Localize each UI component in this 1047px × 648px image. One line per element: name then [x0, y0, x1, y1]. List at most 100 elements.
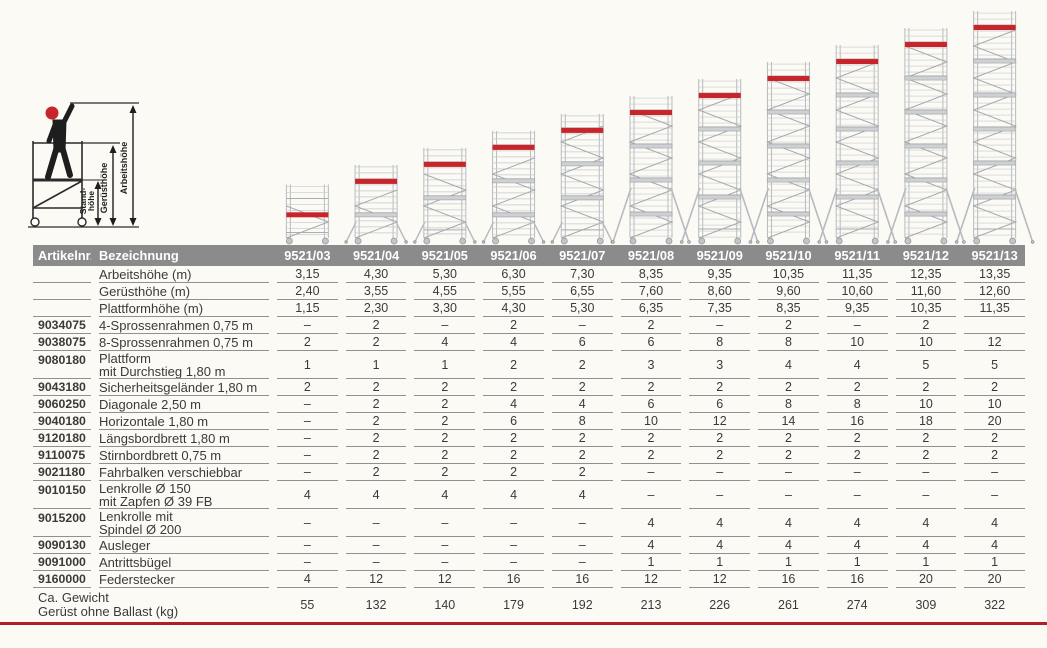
value-cell: 12,35: [895, 266, 957, 283]
value-cell: 1: [758, 554, 819, 571]
value-cell: 2: [551, 430, 613, 447]
col-header-model: 9521/03: [284, 248, 331, 263]
value-cell: –: [483, 554, 544, 571]
value-cell: 11,35: [826, 266, 888, 283]
value-cell: –: [345, 509, 407, 537]
value-cell: 14: [758, 413, 819, 430]
value-cell: 7,30: [551, 266, 613, 283]
value-cell: –: [277, 447, 338, 464]
value-cell: 2: [414, 379, 476, 396]
weight-value: 132: [365, 598, 387, 612]
value-cell: 2: [414, 396, 476, 413]
bezeichnung-cell: Plattform mit Durchstieg 1,80 m: [99, 351, 269, 379]
value-cell: 2: [964, 430, 1025, 447]
value-cell: –: [277, 413, 338, 430]
value-cell: [964, 317, 1025, 334]
value-cell: 3,15: [277, 266, 338, 283]
value-cell: 12: [414, 571, 476, 588]
scaffold-tower-illustration: [413, 147, 477, 245]
artikelnr-cell: 9120180: [33, 430, 91, 447]
value-cell: –: [620, 481, 682, 509]
col-header-artikelnr: Artikelnr.: [38, 248, 91, 263]
value-cell: 4: [826, 351, 888, 379]
value-cell: 1: [689, 554, 751, 571]
value-cell: 10: [826, 334, 888, 351]
value-cell: 10: [964, 396, 1025, 413]
value-cell: –: [826, 317, 888, 334]
value-cell: 20: [964, 413, 1025, 430]
geruesthoehe-label: Gerüsthöhe: [99, 163, 109, 214]
value-cell: –: [414, 317, 476, 334]
bezeichnung-cell: Plattformhöhe (m): [99, 300, 269, 317]
value-cell: –: [620, 464, 682, 481]
scaffold-tower-illustration: [550, 113, 614, 245]
value-cell: 1: [964, 554, 1025, 571]
value-cell: 16: [551, 571, 613, 588]
value-cell: 2: [620, 430, 682, 447]
value-cell: 8,60: [689, 283, 751, 300]
value-cell: 2: [483, 351, 544, 379]
value-cell: 12: [620, 571, 682, 588]
value-cell: –: [895, 481, 957, 509]
value-cell: 2: [345, 334, 407, 351]
value-cell: 2: [414, 430, 476, 447]
value-cell: 2: [826, 430, 888, 447]
value-cell: 2: [414, 464, 476, 481]
artikelnr-cell: [33, 266, 91, 283]
bezeichnung-cell: Sicherheitsgeländer 1,80 m: [99, 379, 269, 396]
value-cell: 3: [620, 351, 682, 379]
value-cell: 2,40: [277, 283, 338, 300]
arbeitshoehe-label: Arbeitshöhe: [119, 142, 129, 195]
table-row: 9120180 Längsbordbrett 1,80 m –2 2 2 2 2 2 2 2 2 2: [33, 430, 1025, 447]
value-cell: 2: [758, 317, 819, 334]
value-cell: 6: [620, 396, 682, 413]
bezeichnung-cell: 4-Sprossenrahmen 0,75 m: [99, 317, 269, 334]
artikelnr-cell: 9043180: [33, 379, 91, 396]
value-cell: 11,35: [964, 300, 1025, 317]
table-row: 9010150 Lenkrolle Ø 150 mit Zapfen Ø 39 FB…: [33, 481, 1025, 509]
bezeichnung-cell: Fahrbalken verschiebbar: [99, 464, 269, 481]
bezeichnung-cell: Lenkrolle mit Spindel Ø 200: [99, 509, 269, 537]
value-cell: 9,35: [689, 266, 751, 283]
value-cell: –: [277, 509, 338, 537]
table-row: 9034075 4-Sprossenrahmen 0,75 m –2–2–2–2–2: [33, 317, 1025, 334]
value-cell: 8: [758, 334, 819, 351]
scaffold-tower-illustration: [481, 130, 546, 245]
value-cell: –: [689, 481, 751, 509]
value-cell: 2: [551, 379, 613, 396]
value-cell: 2: [414, 413, 476, 430]
value-cell: 2: [483, 464, 544, 481]
value-cell: 2: [964, 447, 1025, 464]
value-cell: 4: [826, 537, 888, 554]
artikelnr-cell: 9015200: [33, 509, 91, 537]
value-cell: 1: [345, 351, 407, 379]
value-cell: 9,35: [826, 300, 888, 317]
col-header-model: 9521/07: [559, 248, 606, 263]
value-cell: 6: [689, 396, 751, 413]
scaffold-tower-illustration: [679, 79, 760, 245]
col-header-bezeichnung: Bezeichnung: [99, 248, 179, 263]
artikelnr-cell: 9080180: [33, 351, 91, 379]
value-cell: 4: [826, 509, 888, 537]
value-cell: –: [483, 509, 544, 537]
value-cell: 2: [345, 379, 407, 396]
value-cell: 6,55: [551, 283, 613, 300]
table-row: 9021180 Fahrbalken verschiebbar –2 2 2 2– – – – –…: [33, 464, 1025, 481]
value-cell: 4: [483, 396, 544, 413]
worker-helmet-icon: [45, 106, 59, 120]
value-cell: 2: [620, 379, 682, 396]
value-cell: 4: [689, 509, 751, 537]
value-cell: –: [277, 554, 338, 571]
value-cell: 2: [345, 430, 407, 447]
value-cell: 4: [345, 481, 407, 509]
legend-wheels: [30, 217, 87, 227]
value-cell: 6: [620, 334, 682, 351]
value-cell: –: [345, 554, 407, 571]
value-cell: –: [689, 317, 751, 334]
value-cell: 2: [689, 379, 751, 396]
legend-reference-lines: [28, 102, 139, 228]
weight-value: 226: [709, 598, 731, 612]
value-cell: 5: [895, 351, 957, 379]
